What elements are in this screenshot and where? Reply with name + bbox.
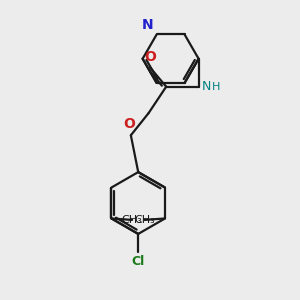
Text: Cl: Cl (132, 254, 145, 268)
Text: CH₃: CH₃ (134, 215, 155, 225)
Text: H: H (212, 82, 220, 92)
Text: O: O (124, 117, 135, 131)
Text: N: N (142, 18, 153, 32)
Text: N: N (202, 80, 212, 93)
Text: O: O (144, 50, 156, 64)
Text: CH₃: CH₃ (121, 215, 142, 225)
